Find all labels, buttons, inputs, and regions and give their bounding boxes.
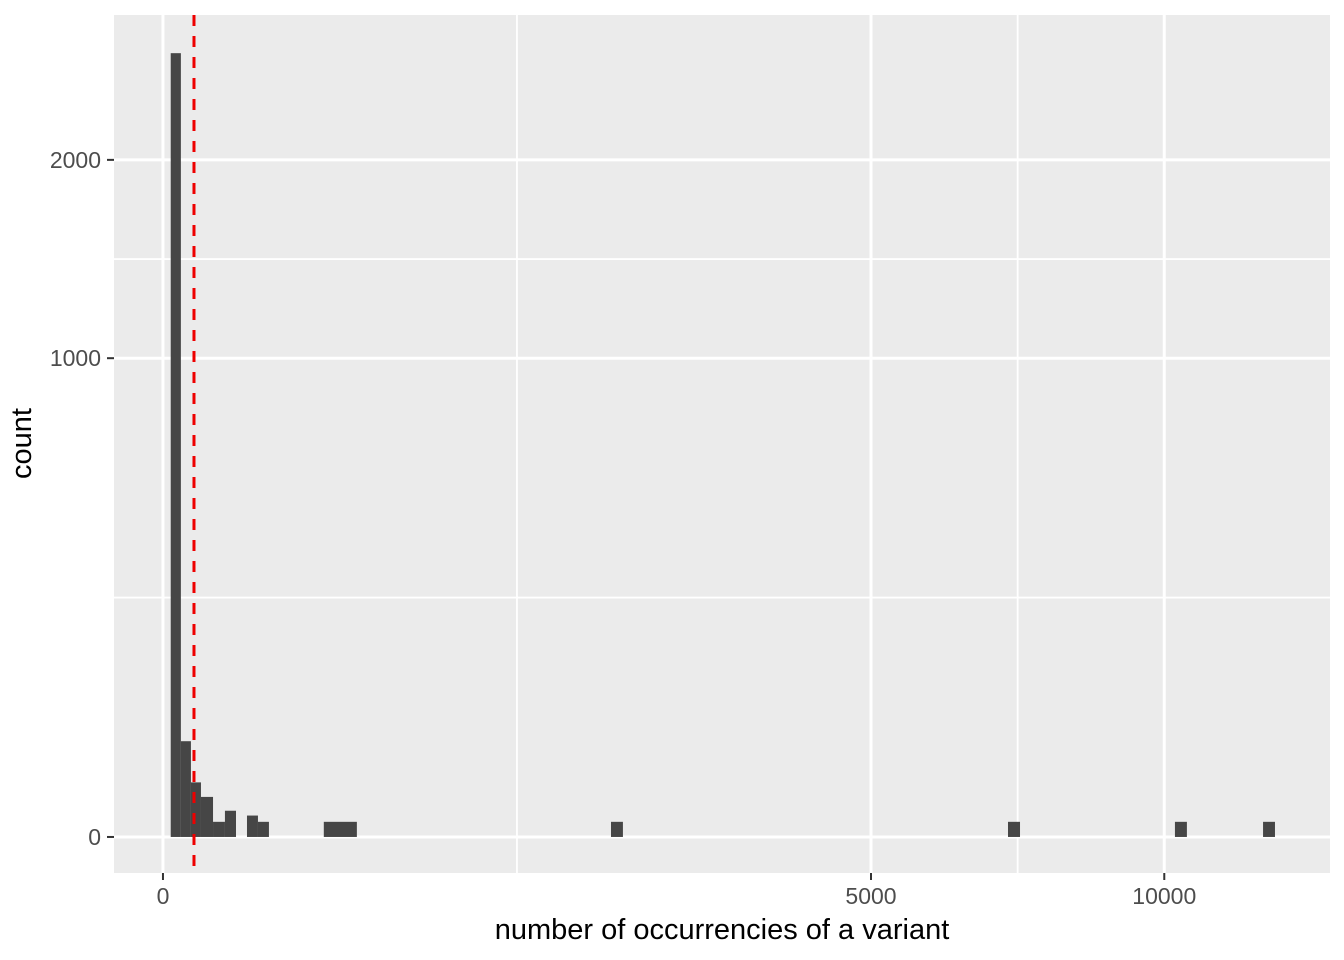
- histogram-bar: [180, 741, 191, 837]
- plot-panel: [114, 15, 1330, 873]
- x-tick-label: 0: [157, 883, 170, 909]
- histogram-bar: [246, 815, 258, 837]
- histogram-bar: [200, 796, 214, 837]
- x-tick-label: 5000: [845, 883, 896, 909]
- histogram-bar: [1263, 821, 1275, 837]
- histogram-bar: [190, 782, 201, 837]
- histogram-bar: [170, 53, 181, 837]
- y-axis-title: count: [6, 408, 38, 480]
- histogram-bar: [1007, 821, 1021, 837]
- histogram-bar: [213, 821, 225, 837]
- x-tick-label: 10000: [1132, 883, 1196, 909]
- histogram-bar: [610, 821, 623, 837]
- histogram-bar: [323, 821, 357, 837]
- y-tick-label: 0: [88, 824, 101, 850]
- x-axis-title: number of occurrencies of a variant: [494, 914, 950, 946]
- histogram-bar: [257, 821, 269, 837]
- y-tick-label: 2000: [50, 147, 101, 173]
- histogram-bar: [224, 810, 236, 837]
- histogram-bar: [1174, 821, 1187, 837]
- y-tick-label: 1000: [50, 345, 101, 371]
